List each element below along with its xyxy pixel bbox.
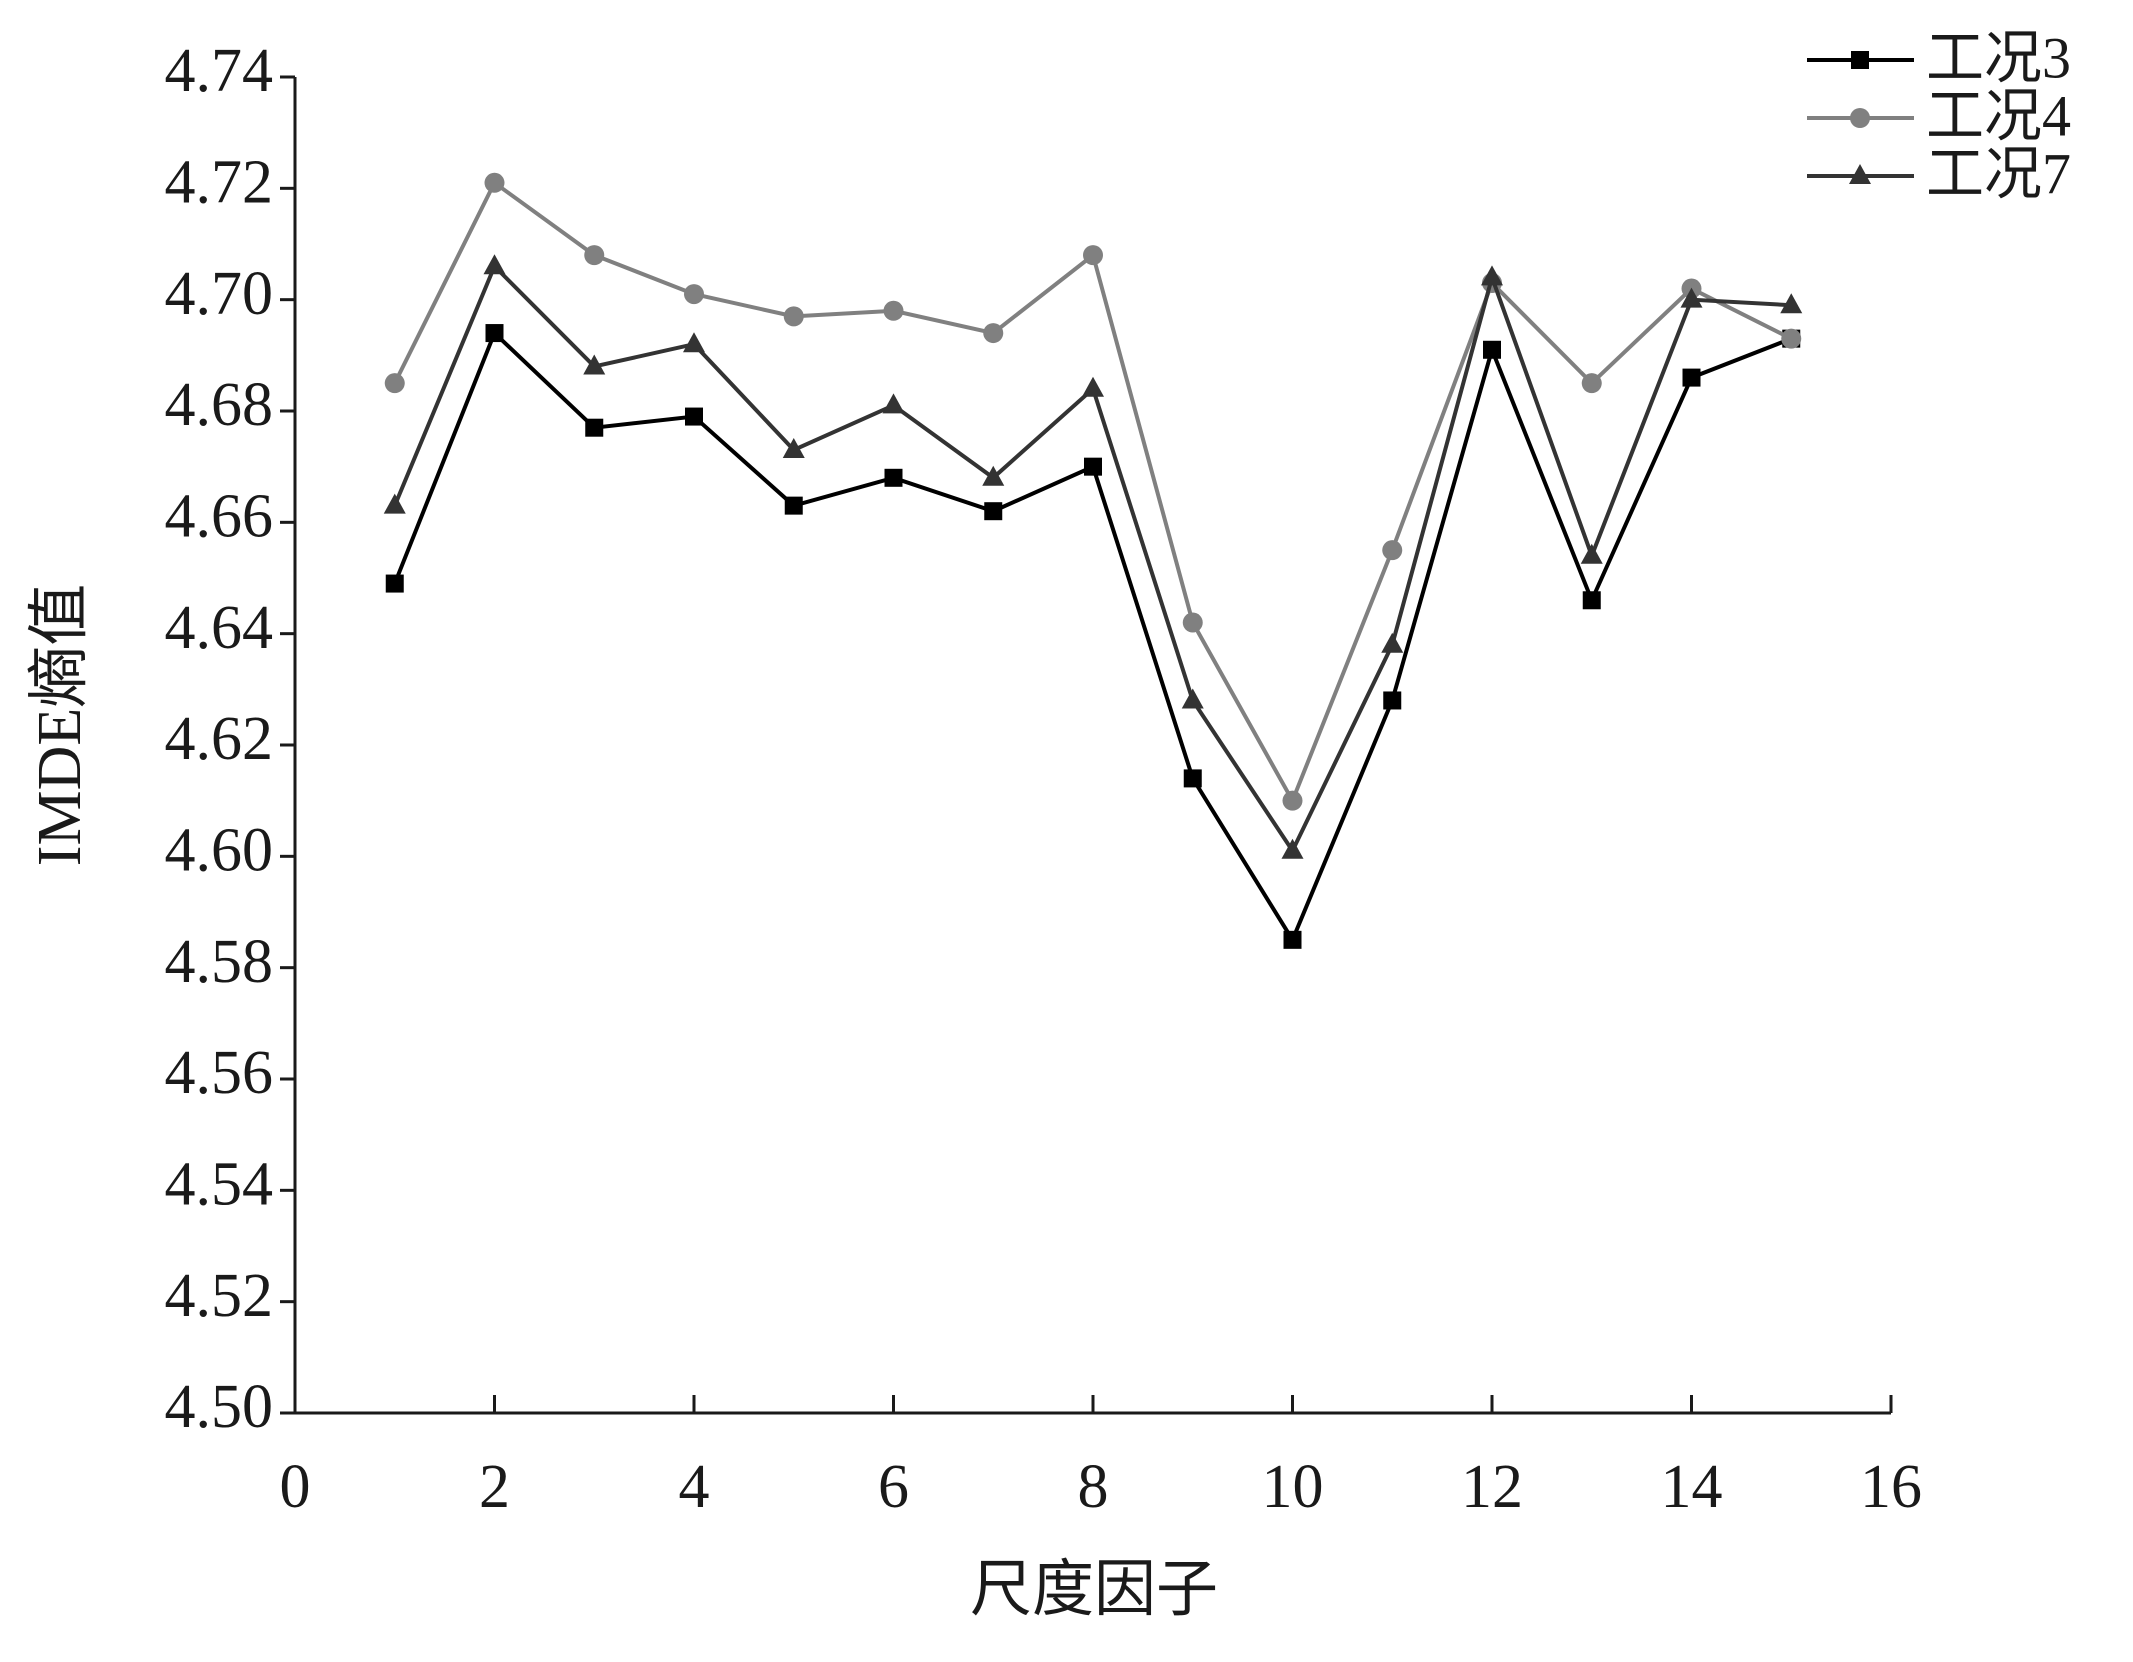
- marker: [1580, 543, 1603, 564]
- x-axis-title: 尺度因子: [970, 1556, 1218, 1624]
- legend-marker: [1849, 164, 1871, 184]
- marker: [685, 407, 703, 426]
- marker: [1781, 328, 1802, 349]
- y-tick-label: 4.64: [165, 594, 274, 662]
- legend-label: 工况3: [1926, 25, 2071, 90]
- marker: [485, 324, 504, 343]
- marker: [1382, 540, 1403, 561]
- marker: [683, 332, 705, 353]
- marker: [782, 437, 805, 458]
- marker: [983, 323, 1004, 344]
- legend-marker: [1850, 108, 1870, 128]
- x-tick-label: 16: [1860, 1453, 1922, 1521]
- marker: [1780, 293, 1803, 314]
- marker: [584, 245, 605, 266]
- marker: [883, 300, 904, 321]
- legend-label: 工况7: [1926, 141, 2071, 206]
- x-tick-label: 14: [1661, 1453, 1723, 1521]
- marker: [383, 493, 406, 514]
- marker: [1582, 591, 1601, 610]
- series-line: [392, 179, 1793, 806]
- marker: [882, 393, 905, 414]
- x-tick-label: 4: [679, 1453, 710, 1521]
- y-tick-label: 4.72: [165, 149, 274, 217]
- y-tick-label: 4.52: [165, 1262, 274, 1330]
- y-tick-label: 4.58: [165, 928, 274, 996]
- marker: [585, 418, 604, 437]
- marker: [1084, 457, 1102, 476]
- marker: [583, 354, 606, 375]
- marker: [1183, 769, 1202, 788]
- marker: [982, 465, 1005, 486]
- y-tick-label: 4.56: [165, 1039, 274, 1107]
- y-tick-label: 4.50: [165, 1373, 274, 1441]
- y-tick-label: 4.54: [165, 1151, 274, 1219]
- y-tick-label: 4.60: [165, 817, 274, 885]
- y-axis-title: IMDE熵值: [26, 584, 94, 866]
- y-tick-label: 4.74: [165, 37, 274, 105]
- marker: [483, 254, 506, 275]
- series-line: [392, 329, 1792, 945]
- x-tick-label: 0: [280, 1453, 311, 1521]
- marker: [783, 306, 804, 327]
- marker: [1083, 245, 1103, 266]
- marker: [384, 373, 405, 394]
- marker: [1182, 612, 1203, 633]
- legend-marker: [1851, 51, 1869, 69]
- y-tick-label: 4.62: [165, 705, 274, 773]
- x-tick-label: 10: [1262, 1453, 1324, 1521]
- marker: [1381, 632, 1404, 653]
- marker: [884, 468, 903, 487]
- marker: [1082, 376, 1104, 397]
- y-tick-label: 4.66: [165, 483, 274, 551]
- y-tick-label: 4.70: [165, 260, 274, 328]
- marker: [784, 496, 803, 515]
- x-tick-label: 12: [1461, 1453, 1523, 1521]
- marker: [484, 172, 505, 193]
- marker: [1181, 688, 1204, 709]
- marker: [1383, 691, 1402, 710]
- marker: [984, 502, 1003, 521]
- marker: [1483, 340, 1501, 359]
- marker: [385, 574, 404, 593]
- marker: [684, 284, 704, 305]
- y-tick-label: 4.68: [165, 371, 274, 439]
- marker: [1281, 838, 1304, 859]
- legend-label: 工况4: [1926, 83, 2071, 148]
- marker: [1680, 287, 1703, 308]
- x-tick-label: 6: [878, 1453, 909, 1521]
- marker: [1581, 373, 1602, 394]
- marker: [1481, 265, 1503, 286]
- marker: [1283, 930, 1302, 949]
- x-tick-label: 8: [1078, 1453, 1109, 1521]
- series-line: [392, 262, 1792, 855]
- marker: [1682, 368, 1701, 387]
- marker: [1282, 790, 1303, 811]
- x-tick-label: 2: [479, 1453, 510, 1521]
